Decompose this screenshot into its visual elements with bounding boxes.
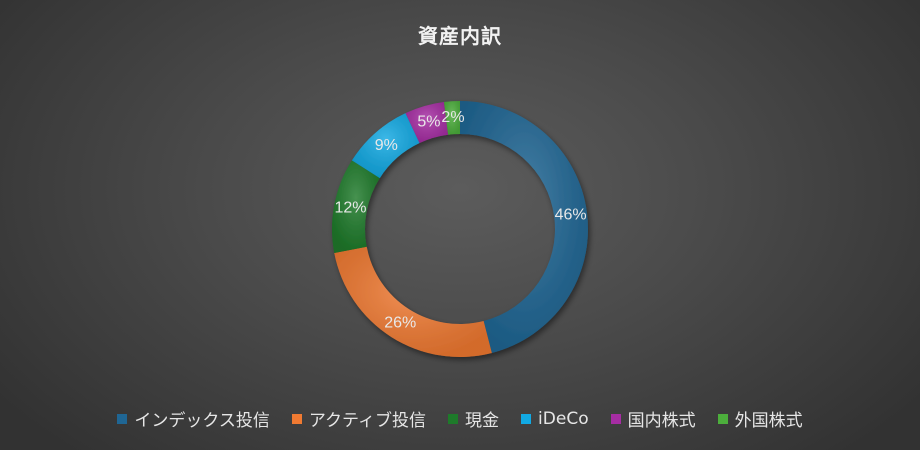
legend-label-3: 現金 <box>465 411 500 431</box>
legend-swatch-3 <box>448 413 459 424</box>
chart-title: 資産内訳 <box>418 24 502 48</box>
legend-label-2: アクティブ投信 <box>308 411 427 431</box>
legend-item-6: 外国株式 <box>717 406 803 431</box>
legend-swatch-1 <box>117 413 128 424</box>
donut-slice-shading-4 <box>351 113 420 179</box>
legend-item-5: 国内株式 <box>610 406 696 431</box>
data-label-2: 26% <box>384 315 416 332</box>
legend-item-1: インデックス投信 <box>117 406 270 431</box>
donut-slice-shading-6 <box>443 101 460 135</box>
legend-item-2: アクティブ投信 <box>291 406 427 431</box>
donut-slice-shading-2 <box>334 246 492 357</box>
legend-item-4: iDeCo <box>521 409 589 429</box>
legend-swatch-4 <box>521 413 532 424</box>
donut-slice-shading-1 <box>460 101 588 353</box>
data-label-6: 2% <box>441 109 464 126</box>
legend-label-4: iDeCo <box>538 408 589 429</box>
legend-swatch-6 <box>717 413 728 424</box>
donut-slice-shading-5 <box>405 102 449 144</box>
chart-legend: インデックス投信 アクティブ投信 現金 iDeCo 国内株式 外国株式 <box>0 406 920 431</box>
legend-label-5: 国内株式 <box>627 411 696 431</box>
data-label-3: 12% <box>334 200 366 217</box>
data-label-1: 46% <box>555 207 587 224</box>
data-label-5: 5% <box>417 113 440 130</box>
legend-swatch-2 <box>291 413 302 424</box>
legend-label-1: インデックス投信 <box>134 411 270 431</box>
legend-item-3: 現金 <box>448 406 499 431</box>
legend-label-6: 外国株式 <box>734 411 803 431</box>
donut-slice-shading-3 <box>332 160 380 253</box>
legend-swatch-5 <box>610 413 621 424</box>
data-label-4: 9% <box>375 137 398 154</box>
